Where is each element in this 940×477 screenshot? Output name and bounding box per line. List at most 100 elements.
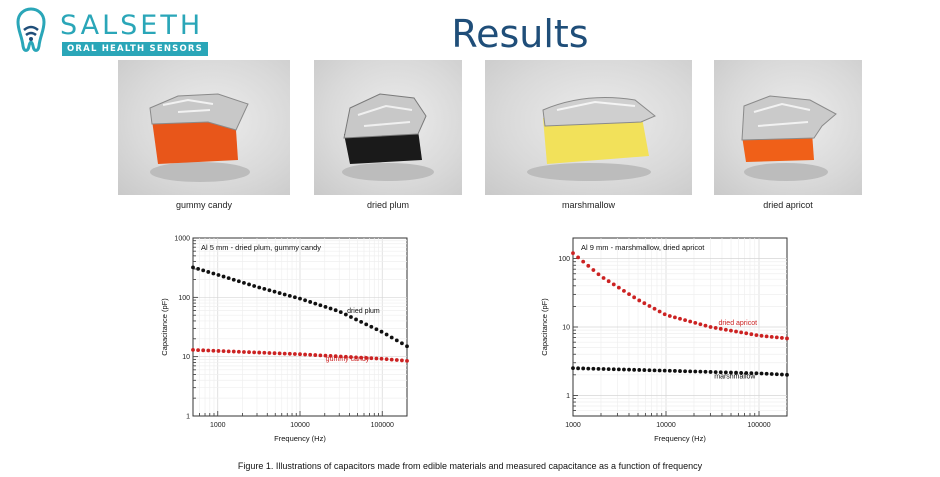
data-point [744, 371, 749, 375]
data-point [713, 326, 718, 330]
data-point [622, 288, 626, 293]
logo-name: SALSETH [60, 10, 204, 41]
chart-title: Al 9 mm - marshmallow, dried apricot [581, 243, 705, 252]
data-point [374, 327, 379, 332]
data-point [586, 263, 591, 268]
data-point [616, 285, 621, 290]
data-point [323, 305, 328, 309]
data-point [257, 350, 262, 355]
data-point [354, 355, 358, 360]
y-tick-label: 1 [186, 414, 190, 421]
data-point [267, 288, 272, 293]
data-point [734, 329, 738, 334]
data-point [257, 285, 262, 290]
data-point [389, 335, 394, 340]
data-point [785, 336, 789, 341]
photo-dried-apricot [714, 60, 862, 195]
series-label: gummy candy [326, 356, 370, 363]
data-point [759, 371, 764, 376]
data-point [657, 368, 662, 373]
logo-tagline: ORAL HEALTH SENSORS [62, 42, 208, 56]
data-point [201, 268, 206, 273]
data-point [693, 369, 698, 374]
data-point [303, 298, 307, 303]
data-point [576, 366, 580, 371]
data-point [349, 355, 353, 359]
chart-al9mm-svg: 1000 10000 100000 1 10 100 Frequency (Hz) Capac… [540, 237, 789, 443]
data-point [703, 369, 708, 374]
data-point [632, 367, 637, 372]
y-axis-label: Capacitance (pF) [160, 298, 169, 356]
data-point [272, 351, 277, 356]
data-point [652, 306, 657, 311]
y-tick-label: 1000 [174, 236, 190, 243]
data-point [642, 368, 647, 372]
data-point [708, 325, 713, 329]
data-point [333, 308, 338, 313]
data-point [632, 295, 637, 300]
data-point [627, 367, 631, 372]
data-point [389, 357, 394, 362]
data-point [282, 351, 287, 356]
data-point [394, 358, 399, 362]
data-point [764, 334, 769, 339]
data-point [622, 367, 626, 372]
data-point [313, 301, 318, 306]
data-point [586, 366, 591, 371]
data-point [734, 370, 738, 375]
data-point [379, 356, 384, 361]
data-point [769, 372, 774, 376]
data-point [774, 372, 779, 377]
data-point [667, 314, 672, 318]
data-point [591, 268, 596, 272]
data-point [369, 324, 374, 329]
data-point [723, 370, 728, 375]
data-point [637, 368, 642, 372]
data-point [749, 332, 754, 337]
data-point [236, 279, 241, 284]
data-point [338, 354, 343, 359]
data-point [662, 368, 667, 373]
data-point [698, 322, 703, 327]
series-label: dried apricot [719, 320, 758, 327]
x-tick-label: 10000 [656, 422, 676, 429]
data-point [678, 369, 682, 373]
data-point [196, 348, 200, 353]
data-point [293, 352, 297, 356]
data-point [571, 366, 575, 371]
data-point [713, 370, 718, 375]
data-point [647, 304, 652, 308]
data-point [642, 301, 647, 306]
data-point [769, 334, 774, 339]
data-point [262, 286, 267, 291]
data-point [191, 265, 195, 270]
data-point [754, 333, 759, 337]
data-point [591, 366, 596, 371]
x-tick-label: 100000 [371, 422, 394, 429]
data-point [606, 367, 611, 372]
data-point [242, 280, 246, 285]
y-tick-label: 1 [566, 393, 570, 400]
data-point [216, 273, 221, 277]
data-point [400, 358, 404, 363]
data-point [637, 298, 642, 303]
data-point [384, 332, 389, 337]
data-point [673, 315, 677, 320]
data-point [405, 344, 409, 349]
data-point [201, 348, 206, 353]
data-point [667, 368, 672, 373]
data-point [298, 352, 302, 357]
data-point [318, 303, 323, 308]
figure-caption: Figure 1. Illustrations of capacitors ma… [237, 461, 703, 471]
x-tick-label: 1000 [565, 422, 581, 429]
data-point [216, 349, 221, 353]
series-label: dried plum [347, 308, 380, 315]
data-point [611, 367, 616, 372]
data-point [764, 371, 769, 376]
data-point [287, 293, 292, 298]
data-point [206, 270, 211, 274]
y-tick-label: 100 [558, 256, 570, 263]
data-point [576, 255, 580, 260]
data-point [293, 295, 297, 300]
data-point [369, 356, 374, 361]
